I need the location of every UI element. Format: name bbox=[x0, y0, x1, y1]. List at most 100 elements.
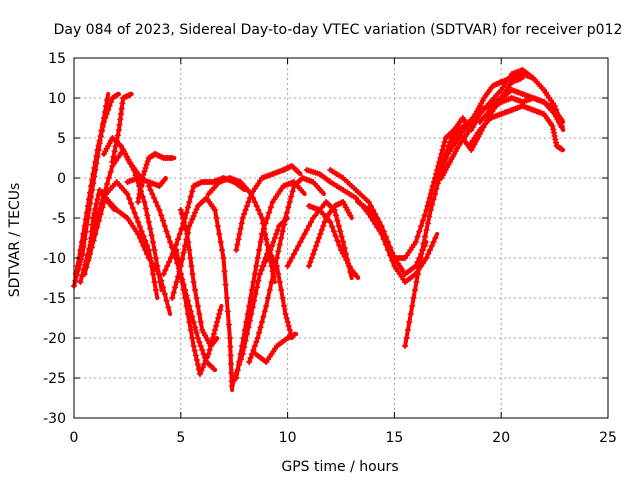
plus-marker bbox=[334, 217, 341, 224]
plus-marker bbox=[167, 255, 174, 261]
plus-marker bbox=[240, 335, 247, 341]
plus-marker bbox=[80, 231, 87, 237]
plus-marker bbox=[286, 327, 293, 333]
plus-marker bbox=[176, 263, 183, 269]
plus-marker bbox=[85, 196, 92, 203]
plus-marker bbox=[256, 247, 263, 253]
plus-marker bbox=[136, 223, 143, 230]
plus-marker bbox=[265, 295, 272, 301]
plus-marker bbox=[169, 155, 176, 161]
plus-marker bbox=[192, 324, 199, 331]
plus-marker bbox=[448, 143, 455, 149]
plus-marker bbox=[81, 223, 88, 229]
plus-marker bbox=[223, 295, 230, 301]
plus-marker bbox=[301, 231, 308, 237]
plus-marker bbox=[317, 231, 324, 237]
plus-marker bbox=[210, 365, 217, 372]
plus-marker bbox=[254, 255, 261, 261]
plus-marker bbox=[367, 211, 374, 217]
plus-marker bbox=[253, 203, 260, 209]
plus-marker bbox=[313, 243, 320, 249]
grid-lines bbox=[74, 58, 608, 418]
plus-marker bbox=[434, 179, 441, 185]
plus-marker bbox=[255, 207, 262, 213]
y-tick-label: 5 bbox=[57, 131, 66, 147]
plus-marker bbox=[244, 311, 251, 317]
plus-marker bbox=[419, 217, 426, 224]
plus-marker bbox=[189, 216, 196, 223]
plus-marker bbox=[417, 255, 424, 261]
series-markers-track-35 bbox=[476, 95, 565, 125]
plus-marker bbox=[387, 252, 394, 259]
plus-marker bbox=[288, 255, 295, 261]
plus-marker bbox=[258, 231, 265, 237]
plus-marker bbox=[95, 217, 102, 224]
plus-marker bbox=[196, 339, 203, 345]
plus-marker bbox=[422, 233, 429, 240]
plus-marker bbox=[145, 183, 152, 189]
plus-marker bbox=[82, 216, 89, 223]
plus-marker bbox=[133, 214, 140, 221]
plus-marker bbox=[319, 189, 326, 195]
plus-marker bbox=[199, 364, 206, 371]
plus-marker bbox=[425, 199, 432, 205]
plus-marker bbox=[106, 103, 113, 109]
plus-marker bbox=[423, 207, 430, 213]
plus-marker bbox=[236, 231, 243, 237]
plus-marker bbox=[429, 201, 436, 208]
plus-marker bbox=[138, 181, 145, 187]
plus-marker bbox=[86, 248, 93, 255]
plus-marker bbox=[161, 223, 168, 229]
plus-marker bbox=[233, 247, 240, 253]
plus-marker bbox=[236, 359, 243, 365]
plus-marker bbox=[95, 208, 102, 215]
plus-marker bbox=[389, 257, 396, 264]
plus-marker bbox=[131, 209, 138, 216]
plus-marker bbox=[424, 203, 431, 209]
plus-marker bbox=[220, 255, 227, 261]
y-tick-label: -25 bbox=[43, 371, 66, 387]
plus-marker bbox=[160, 217, 166, 224]
plus-marker bbox=[78, 239, 85, 245]
plus-marker bbox=[464, 131, 471, 137]
plus-marker bbox=[409, 303, 416, 309]
x-tick-label: 10 bbox=[279, 430, 297, 446]
plus-marker bbox=[273, 231, 280, 237]
plus-marker bbox=[186, 247, 193, 253]
plus-marker bbox=[275, 248, 282, 255]
plus-marker bbox=[450, 139, 457, 145]
plus-marker bbox=[206, 347, 213, 353]
plus-marker bbox=[247, 355, 254, 361]
plus-marker bbox=[180, 287, 187, 293]
plus-marker bbox=[225, 321, 232, 328]
plus-marker bbox=[257, 239, 264, 245]
plus-marker bbox=[93, 153, 100, 159]
plus-marker bbox=[285, 204, 292, 211]
plus-marker bbox=[270, 239, 277, 245]
plus-marker bbox=[264, 241, 271, 248]
plus-marker bbox=[234, 241, 241, 248]
plus-marker bbox=[141, 199, 148, 205]
x-tick-label: 25 bbox=[599, 430, 617, 446]
plus-marker bbox=[91, 165, 98, 171]
plus-marker bbox=[283, 315, 290, 321]
plus-marker bbox=[233, 375, 240, 381]
plus-marker bbox=[414, 233, 421, 240]
plus-marker bbox=[103, 111, 110, 117]
plus-marker bbox=[105, 107, 112, 113]
plus-marker bbox=[144, 158, 151, 165]
plus-marker bbox=[347, 212, 354, 219]
plus-marker bbox=[178, 211, 185, 217]
plus-marker bbox=[148, 232, 155, 239]
plus-marker bbox=[427, 191, 434, 197]
plus-marker bbox=[92, 205, 99, 212]
plus-marker bbox=[418, 223, 425, 229]
plus-marker bbox=[95, 142, 102, 149]
plus-marker bbox=[211, 327, 218, 333]
plus-marker bbox=[291, 251, 298, 257]
plus-marker bbox=[110, 205, 117, 212]
plus-marker bbox=[338, 233, 345, 240]
plus-marker bbox=[338, 247, 344, 253]
plus-marker bbox=[234, 367, 241, 373]
